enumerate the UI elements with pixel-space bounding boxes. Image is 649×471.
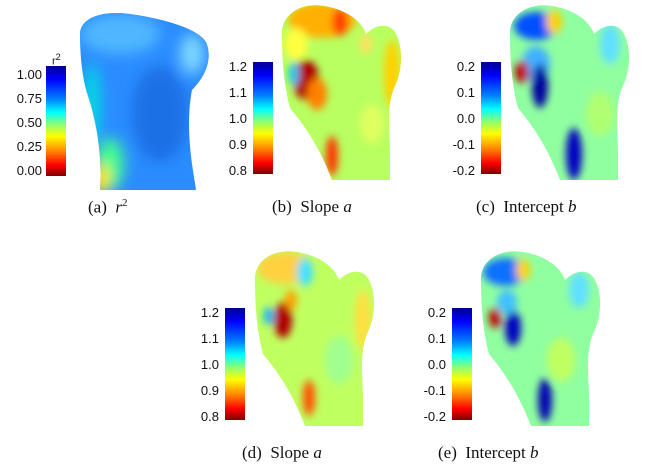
tick-label: 0.75: [16, 91, 42, 106]
tick-label: 0.9: [228, 137, 247, 152]
tick-label: 0.00: [16, 163, 42, 178]
colorbar-e: [452, 308, 472, 420]
tick-label: -0.2: [423, 409, 446, 424]
tick-label: 1.2: [200, 305, 219, 320]
tick-label: -0.1: [452, 137, 475, 152]
tick-label: 0.25: [16, 139, 42, 154]
femur-map-d: [254, 251, 375, 426]
colorbar-d: [225, 308, 245, 420]
caption-e: (e) Intercept b: [438, 443, 539, 462]
tick-label: 0.9: [200, 383, 219, 398]
panel-e: 0.2 0.1 0.0 -0.1 -0.2: [395, 250, 620, 430]
colorbar-a: [46, 66, 66, 176]
panel-d: 1.2 1.1 1.0 0.9 0.8: [175, 250, 400, 430]
tick-label: 0.1: [456, 85, 475, 100]
panel-b: 1.2 1.1 1.0 0.9 0.8: [210, 0, 435, 230]
caption-c: (c) Intercept b: [476, 197, 577, 216]
tick-label: 0.8: [228, 163, 247, 178]
femur-map-c: [509, 5, 630, 180]
colorbar-a-title: r2: [52, 52, 61, 68]
femur-map-e: [480, 251, 601, 426]
panel-c-graphic: [481, 5, 630, 180]
panel-a: r2 1.00 0.75 0.50 0.25 0.00: [0, 0, 215, 230]
tick-label: 0.0: [456, 111, 475, 126]
tick-label: 1.1: [228, 85, 247, 100]
tick-label: 0.2: [456, 59, 475, 74]
caption-b: (b) Slope a: [272, 197, 352, 216]
tick-label: 0.8: [200, 409, 219, 424]
femur-map-a: [80, 12, 209, 190]
colorbar-c: [481, 62, 501, 174]
tick-label: 0.1: [427, 331, 446, 346]
tick-label: 1.00: [16, 67, 42, 82]
femur-map-b: [281, 5, 402, 180]
tick-label: -0.2: [452, 163, 475, 178]
panel-b-graphic: [253, 5, 402, 180]
tick-label: 0.2: [427, 305, 446, 320]
panel-d-graphic: [225, 251, 375, 426]
panel-a-graphic: [46, 12, 209, 190]
tick-label: 0.50: [16, 115, 42, 130]
colorbar-b: [253, 62, 273, 174]
caption-d: (d) Slope a: [242, 443, 322, 462]
tick-label: 0.0: [427, 357, 446, 372]
tick-label: 1.1: [200, 331, 219, 346]
panel-e-graphic: [452, 251, 601, 426]
tick-label: 1.2: [228, 59, 247, 74]
tick-label: -0.1: [423, 383, 446, 398]
panel-c: 0.2 0.1 0.0 -0.1 -0.2: [430, 0, 649, 230]
tick-label: 1.0: [200, 357, 219, 372]
caption-a: (a) r2: [88, 197, 128, 217]
tick-label: 1.0: [228, 111, 247, 126]
